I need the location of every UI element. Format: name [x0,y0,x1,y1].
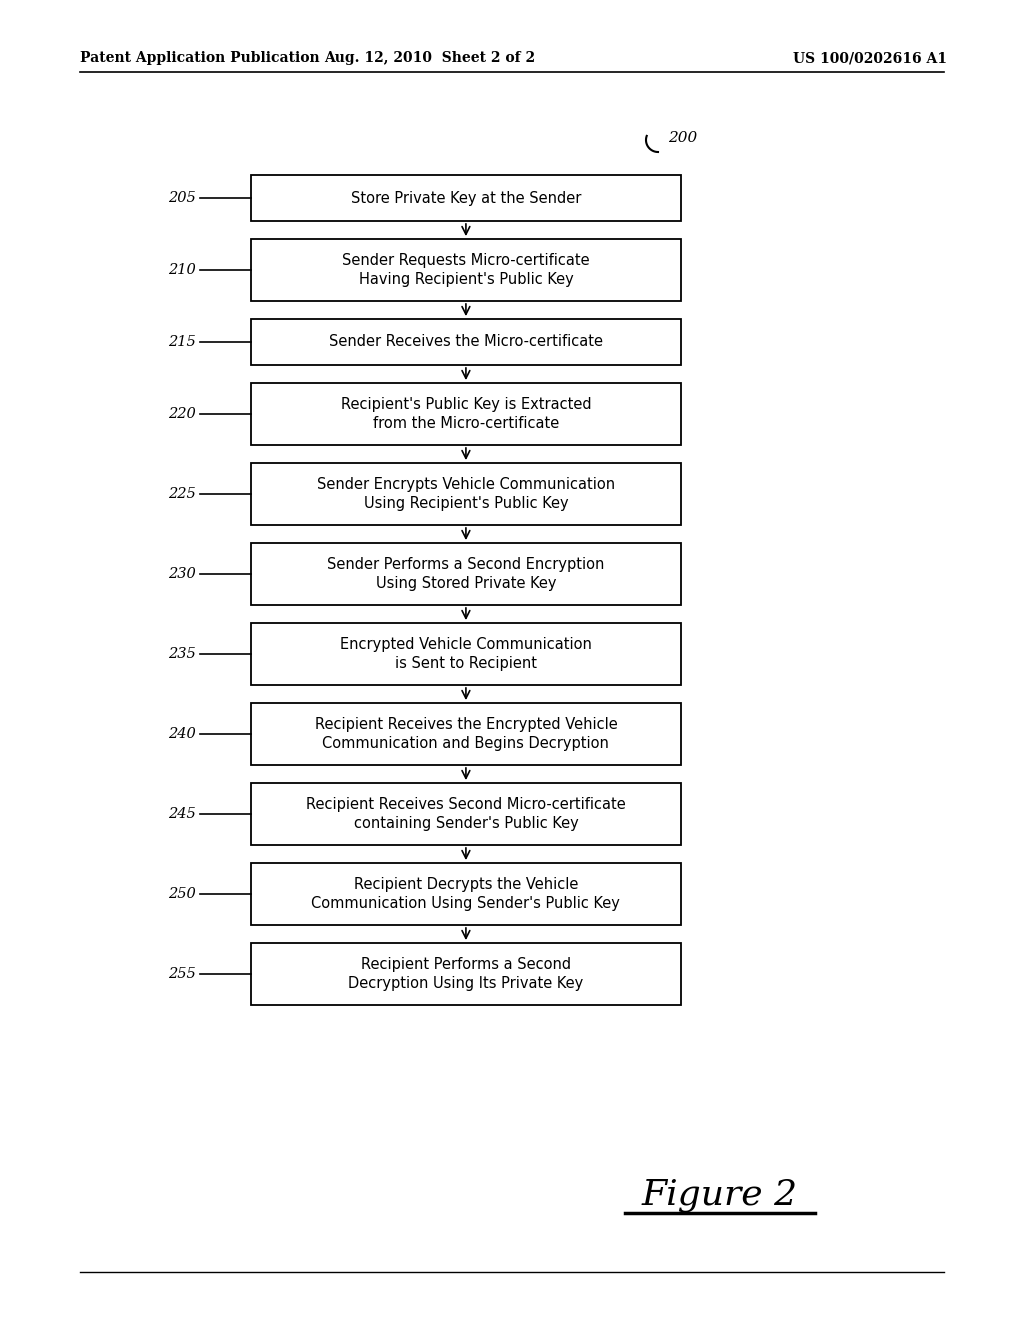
Bar [251,239,681,301]
Text: Recipient Receives the Encrypted Vehicle
Communication and Begins Decryption: Recipient Receives the Encrypted Vehicle… [314,717,617,751]
Text: 200: 200 [668,131,697,145]
Text: Sender Performs a Second Encryption
Using Stored Private Key: Sender Performs a Second Encryption Usin… [328,557,604,591]
Bar [251,863,681,925]
Text: Patent Application Publication: Patent Application Publication [80,51,319,65]
Text: 215: 215 [168,335,196,348]
Text: 210: 210 [168,263,196,277]
Bar [251,704,681,766]
Text: Recipient Performs a Second
Decryption Using Its Private Key: Recipient Performs a Second Decryption U… [348,957,584,991]
Text: US 100/0202616 A1: US 100/0202616 A1 [793,51,947,65]
Text: Figure 2: Figure 2 [642,1177,798,1212]
Text: Sender Requests Micro-certificate
Having Recipient's Public Key: Sender Requests Micro-certificate Having… [342,252,590,288]
Bar [251,463,681,525]
Text: Sender Receives the Micro-certificate: Sender Receives the Micro-certificate [329,334,603,350]
Bar [251,543,681,605]
Text: 235: 235 [168,647,196,661]
Text: Recipient Receives Second Micro-certificate
containing Sender's Public Key: Recipient Receives Second Micro-certific… [306,796,626,832]
Text: 220: 220 [168,407,196,421]
Bar [251,319,681,366]
Bar [251,942,681,1005]
Text: Sender Encrypts Vehicle Communication
Using Recipient's Public Key: Sender Encrypts Vehicle Communication Us… [316,477,615,511]
Text: 250: 250 [168,887,196,902]
Text: 245: 245 [168,807,196,821]
Text: 205: 205 [168,191,196,205]
Text: Recipient Decrypts the Vehicle
Communication Using Sender's Public Key: Recipient Decrypts the Vehicle Communica… [311,876,621,911]
Text: Recipient's Public Key is Extracted
from the Micro-certificate: Recipient's Public Key is Extracted from… [341,396,591,432]
Bar [251,383,681,445]
Text: 255: 255 [168,968,196,981]
Text: Aug. 12, 2010  Sheet 2 of 2: Aug. 12, 2010 Sheet 2 of 2 [325,51,536,65]
Bar [251,623,681,685]
Text: Encrypted Vehicle Communication
is Sent to Recipient: Encrypted Vehicle Communication is Sent … [340,636,592,672]
Bar [251,176,681,220]
Bar [251,783,681,845]
Text: 240: 240 [168,727,196,741]
Text: 230: 230 [168,568,196,581]
Text: Store Private Key at the Sender: Store Private Key at the Sender [351,190,581,206]
Text: 225: 225 [168,487,196,502]
